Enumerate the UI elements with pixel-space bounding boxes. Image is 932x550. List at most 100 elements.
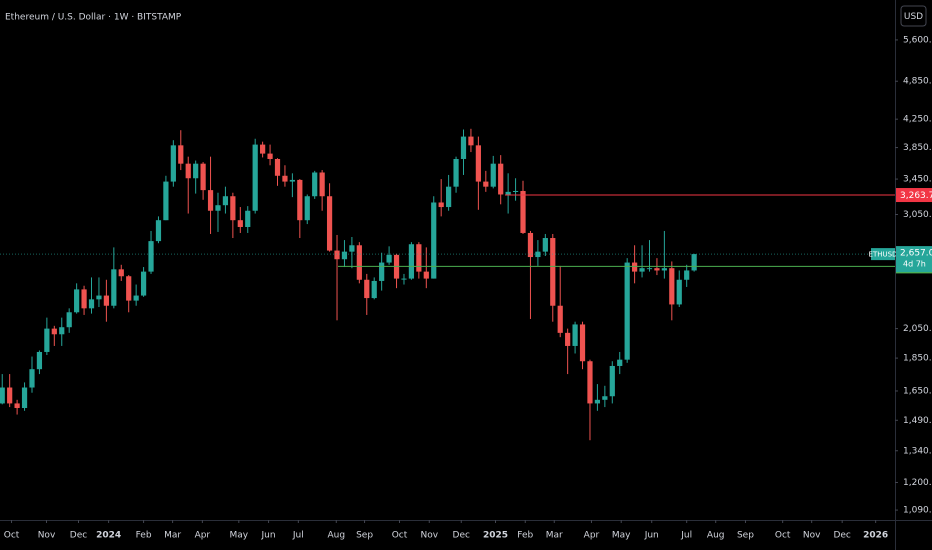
x-tick-label: Sep xyxy=(356,531,373,541)
x-tick-label: Dec xyxy=(453,531,470,541)
candle-body xyxy=(661,268,667,271)
x-tick-label: Nov xyxy=(420,531,438,541)
candle-body xyxy=(289,179,295,182)
candle-body xyxy=(14,403,20,409)
y-tick-label: 1,340.0 xyxy=(903,446,932,456)
y-tick-label: 5,600.0 xyxy=(903,35,932,45)
x-tick-label: Apr xyxy=(195,531,211,541)
candle-body xyxy=(74,289,80,313)
candle-body xyxy=(341,251,348,260)
candle-body xyxy=(364,279,370,299)
candle-body xyxy=(624,262,630,360)
candle-body xyxy=(274,158,281,176)
candle-body xyxy=(260,144,266,154)
candle-body xyxy=(557,305,563,333)
currency-box[interactable] xyxy=(900,5,927,27)
candle-body xyxy=(416,244,422,272)
candle-body xyxy=(565,332,571,346)
x-tick-label: 2026 xyxy=(863,531,888,541)
candle-body xyxy=(222,196,229,206)
x-tick-label: Dec xyxy=(833,531,850,541)
symbol-label: ETHUSD xyxy=(869,251,898,259)
x-tick-label: Sep xyxy=(737,531,754,541)
countdown-label: 4d 7h xyxy=(903,260,926,269)
candle-body xyxy=(245,210,251,227)
x-tick-label: Oct xyxy=(775,531,791,541)
candle-body xyxy=(371,280,377,299)
x-tick-label: Mar xyxy=(546,531,563,541)
y-tick-label: 4,250.0 xyxy=(903,115,932,125)
y-tick-label: 4,850.0 xyxy=(903,77,932,87)
candle-body xyxy=(550,238,556,306)
candle-body xyxy=(460,136,467,159)
x-tick-label: Jul xyxy=(680,531,692,541)
candle-body xyxy=(118,269,124,277)
candle-body xyxy=(676,279,682,305)
candle-body xyxy=(111,269,117,306)
candle-body xyxy=(542,238,548,252)
candle-body xyxy=(527,232,534,258)
x-tick-label: Mar xyxy=(164,531,181,541)
candle-body xyxy=(200,163,206,191)
y-tick-label: 1,200.0 xyxy=(903,478,932,488)
x-tick-label: Jul xyxy=(292,531,304,541)
candle-body xyxy=(453,158,459,187)
chart-title: Ethereum / U.S. Dollar · 1W · BITSTAMP xyxy=(5,13,182,23)
y-tick-label: 1,090.0 xyxy=(903,506,932,516)
candle-body xyxy=(319,172,325,197)
candle-body xyxy=(669,268,675,305)
candle-body xyxy=(579,324,586,362)
candle-body xyxy=(520,190,526,233)
candle-body xyxy=(490,163,496,187)
candle-body xyxy=(148,241,154,272)
y-tick-label: 3,850.0 xyxy=(903,143,932,153)
candle-body xyxy=(632,262,638,272)
candle-body xyxy=(312,172,318,197)
x-tick-label: May xyxy=(612,531,631,541)
candle-body xyxy=(356,245,362,280)
y-tick-label: 1,650.0 xyxy=(903,386,932,396)
candle-body xyxy=(51,328,57,335)
candle-body xyxy=(483,181,489,187)
candle-body xyxy=(498,163,504,195)
candle-body xyxy=(691,254,697,271)
candle-body xyxy=(44,328,50,352)
x-tick-label: Feb xyxy=(136,531,152,541)
candle-body xyxy=(215,205,221,211)
candle-body xyxy=(431,202,437,279)
candle-body xyxy=(29,369,35,388)
candle-body xyxy=(475,145,481,182)
x-tick-label: Aug xyxy=(327,531,345,541)
candle-body xyxy=(155,220,162,242)
currency-label: USD xyxy=(904,12,923,22)
y-tick-label: 3,450.0 xyxy=(903,175,932,185)
candle-body xyxy=(185,163,191,179)
candle-body xyxy=(609,365,615,397)
candle-body xyxy=(36,351,43,370)
x-tick-label: 2025 xyxy=(483,531,508,541)
candle-body xyxy=(438,202,444,208)
candle-body xyxy=(88,299,95,309)
x-tick-label: Oct xyxy=(392,531,408,541)
x-tick-label: Oct xyxy=(4,531,20,541)
candle-body xyxy=(126,276,132,301)
candle-body xyxy=(237,220,243,227)
candle-body xyxy=(326,196,333,251)
x-tick-label: May xyxy=(230,531,249,541)
candle-body xyxy=(512,190,519,192)
candle-body xyxy=(66,312,72,328)
current-price-label: 2,657.0 xyxy=(900,249,932,259)
price-line-tag xyxy=(896,188,932,203)
candle-body xyxy=(282,175,288,182)
candle-body xyxy=(21,387,28,409)
y-tick-label: 1,850.0 xyxy=(903,354,932,364)
x-tick-label: Jun xyxy=(644,531,659,541)
candle-body xyxy=(386,254,392,263)
candle-body xyxy=(423,271,429,279)
x-tick-label: Feb xyxy=(517,531,533,541)
symbol-tag xyxy=(871,248,895,261)
candle-body xyxy=(639,268,645,272)
x-tick-label: Nov xyxy=(803,531,821,541)
